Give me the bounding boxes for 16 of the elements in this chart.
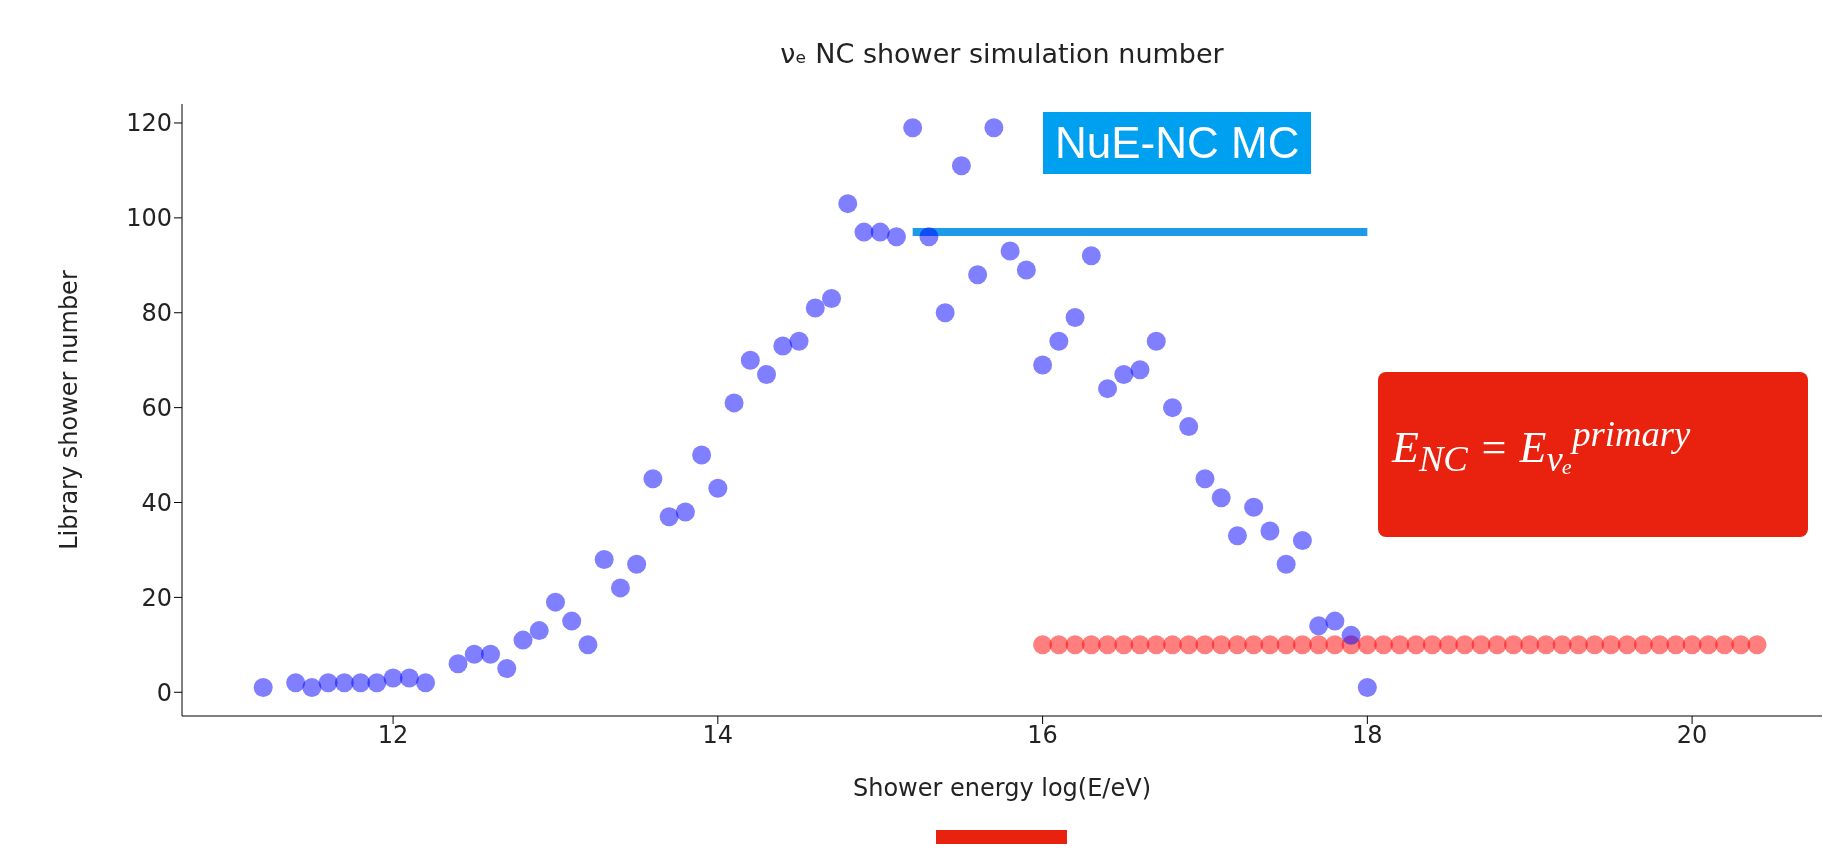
y-tick-label: 100 <box>126 204 172 233</box>
x-tick-label: 20 <box>1676 721 1708 750</box>
y-tick-label: 60 <box>141 394 172 423</box>
x-axis-title: Shower energy log(E/eV) <box>852 774 1152 802</box>
y-tick-label: 80 <box>141 299 172 328</box>
y-axis-title: Library shower number <box>54 270 83 550</box>
x-tick-label: 18 <box>1352 721 1383 750</box>
annotation: NuE-NC MC <box>1043 112 1312 174</box>
x-tick-label: 12 <box>377 721 409 750</box>
y-tick-label: 0 <box>156 678 172 707</box>
x-tick-label: 14 <box>702 721 734 750</box>
x-tick-label: 16 <box>1027 721 1058 750</box>
y-tick-label: 120 <box>126 109 172 138</box>
chart-title: νₑ NC shower simulation number <box>779 38 1225 69</box>
y-tick-label: 20 <box>141 583 172 612</box>
y-tick-label: 40 <box>141 489 172 518</box>
